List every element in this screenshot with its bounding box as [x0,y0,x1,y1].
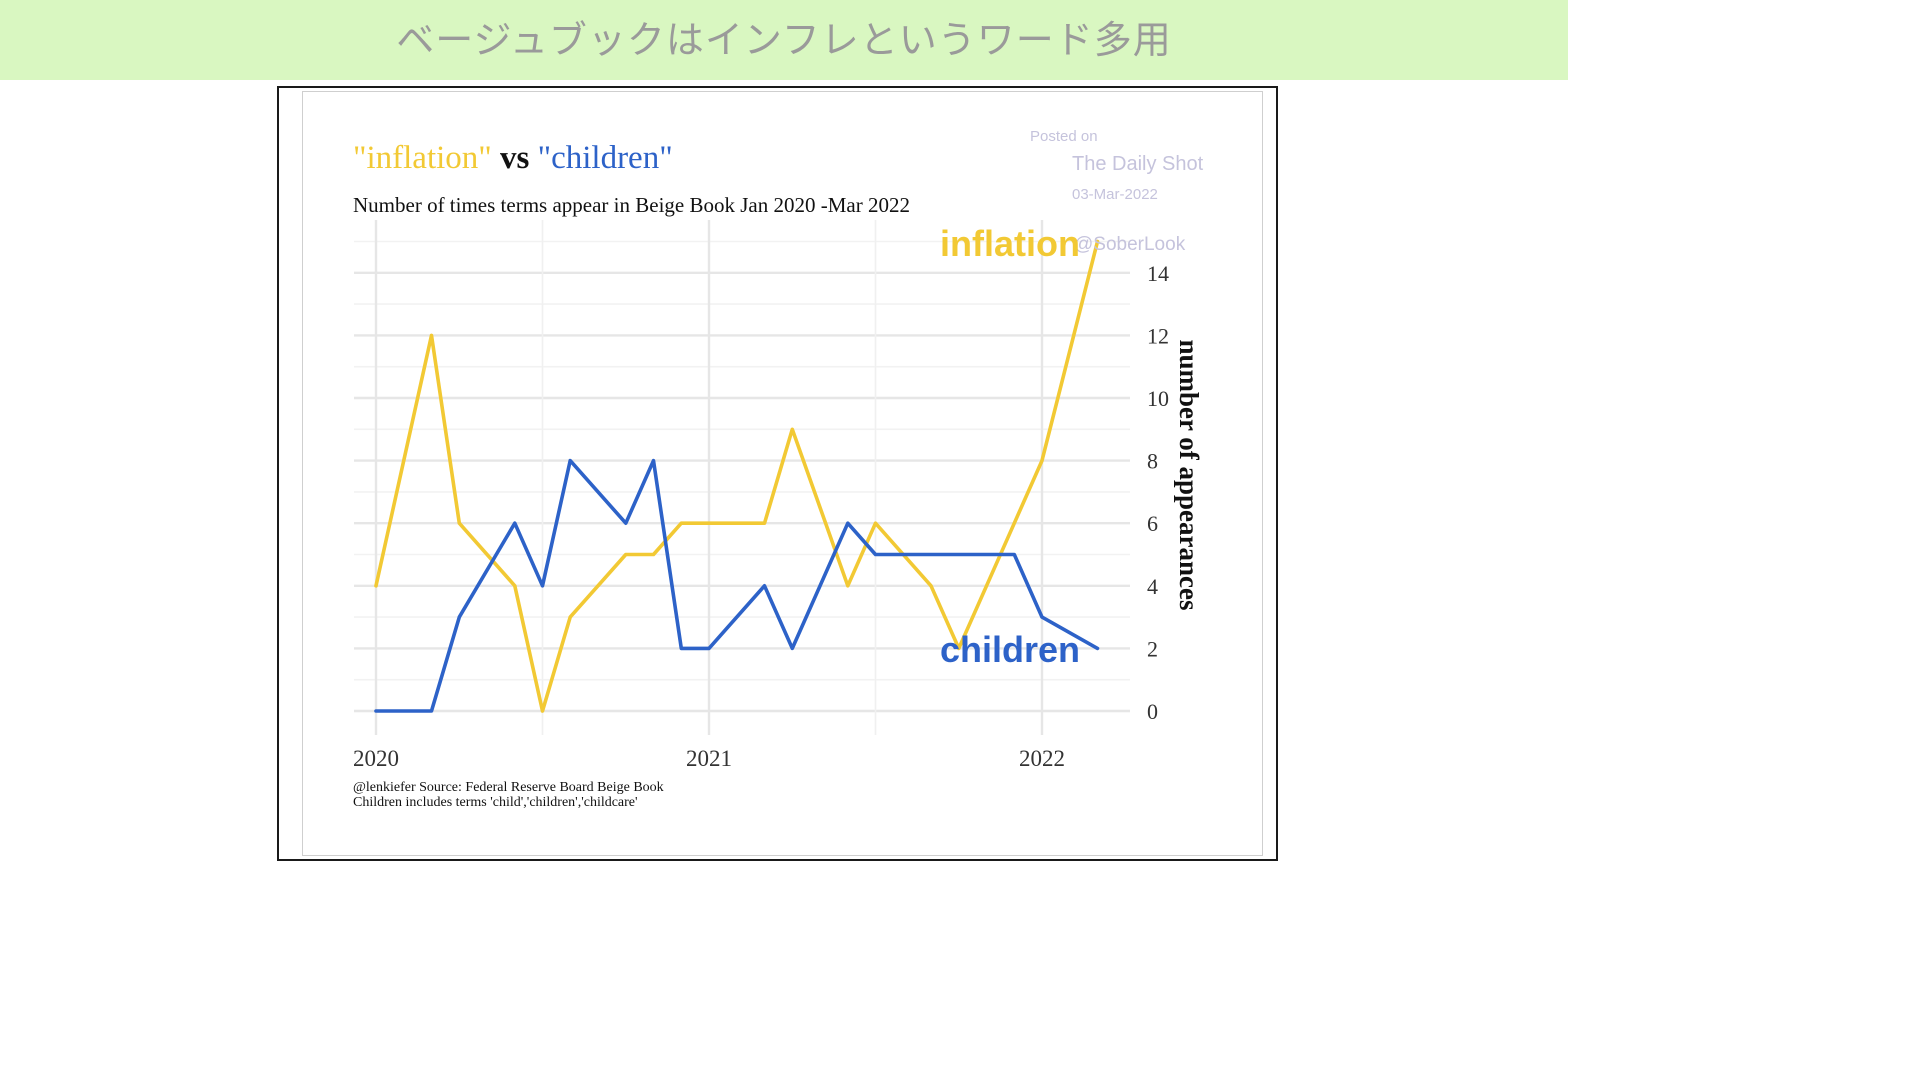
title-vs: vs [492,140,538,176]
y-tick-label: 4 [1147,574,1158,599]
series-label-inflation: inflation [940,223,1080,264]
y-tick-label: 12 [1147,323,1169,348]
chart-title: "inflation" vs "children" [353,140,673,176]
title-children: "children" [538,140,673,176]
y-tick-label: 2 [1147,636,1158,661]
title-inflation: "inflation" [353,140,492,176]
x-tick-label: 2021 [686,746,732,771]
watermark-daily-shot: The Daily Shot [1072,153,1204,175]
y-tick-label: 8 [1147,449,1158,474]
x-tick-label: 2022 [1019,746,1065,771]
chart-inner-border [302,91,1263,856]
source-line-1: @lenkiefer Source: Federal Reserve Board… [353,780,664,795]
y-axis-label: number of appearances [1174,339,1204,610]
y-tick-label: 10 [1147,386,1169,411]
watermark-date: 03-Mar-2022 [1072,186,1158,203]
series-label-children: children [940,629,1080,670]
y-tick-label: 14 [1147,261,1169,286]
source-line-2: Children includes terms 'child','childre… [353,795,638,810]
series-line-children [374,458,1100,713]
header-banner [0,0,1568,80]
y-tick-label: 0 [1147,699,1158,724]
watermark-handle: @SoberLook [1074,234,1186,255]
page-title: ベージュブックはインフレというワード多用 [396,18,1172,62]
y-tick-label: 6 [1147,511,1158,536]
watermark-posted-on: Posted on [1030,128,1098,145]
x-tick-label: 2020 [353,746,399,771]
chart-subtitle: Number of times terms appear in Beige Bo… [353,193,910,217]
series-line-inflation [374,239,1100,713]
line-chart: 0 2 4 6 8 10 12 14 2020 2021 2022 "inflation" vs "… [353,128,1204,810]
